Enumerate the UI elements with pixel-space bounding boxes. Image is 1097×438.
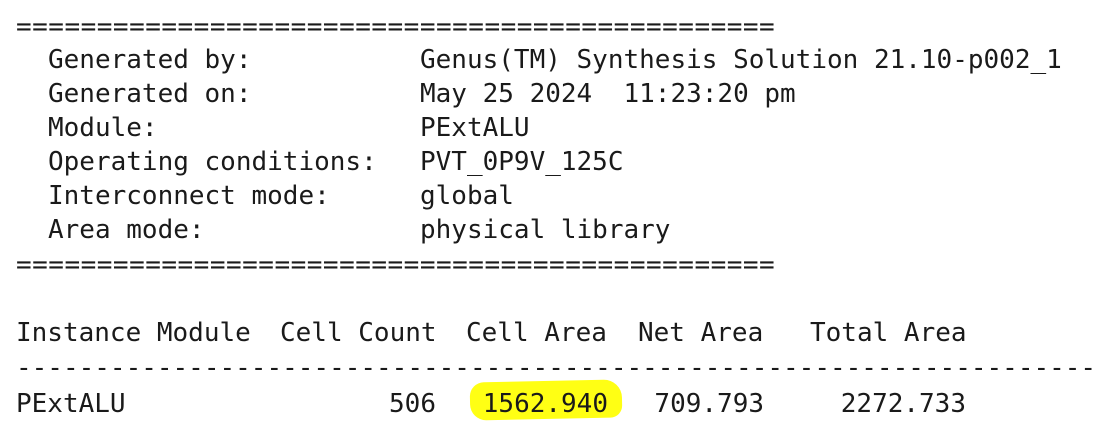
column-header-net-area: Net Area <box>638 318 764 348</box>
field-value-generated-on: May 25 2024 11:23:20 pm <box>420 79 796 109</box>
field-value-interconnect-mode: global <box>420 181 514 211</box>
field-label-area-mode: Area mode: <box>48 215 205 245</box>
row-instance: PExtALU <box>16 389 126 419</box>
field-value-operating-conditions: PVT_0P9V_125C <box>420 147 624 177</box>
column-header-total-area: Total Area <box>810 318 967 348</box>
field-value-area-mode: physical library <box>420 215 671 245</box>
field-label-generated-on: Generated on: <box>48 79 252 109</box>
row-net-area: 709.793 <box>654 389 764 419</box>
separator-top: ========================================… <box>16 12 776 42</box>
column-header-cell-area: Cell Area <box>466 318 607 348</box>
column-header-instance-module: Instance Module <box>16 318 251 348</box>
row-cell-area: 1562.940 <box>482 389 608 419</box>
field-label-module: Module: <box>48 113 158 143</box>
field-value-module: PExtALU <box>420 113 530 143</box>
column-header-cell-count: Cell Count <box>280 318 437 348</box>
row-total-area: 2272.733 <box>840 389 966 419</box>
field-label-generated-by: Generated by: <box>48 45 252 75</box>
field-value-generated-by: Genus(TM) Synthesis Solution 21.10-p002_… <box>420 45 1062 75</box>
field-label-interconnect-mode: Interconnect mode: <box>48 181 330 211</box>
table-divider: ----------------------------------------… <box>16 353 1097 383</box>
row-cell-count: 506 <box>389 389 436 419</box>
separator-bottom: ========================================… <box>16 250 776 280</box>
field-label-operating-conditions: Operating conditions: <box>48 147 377 177</box>
